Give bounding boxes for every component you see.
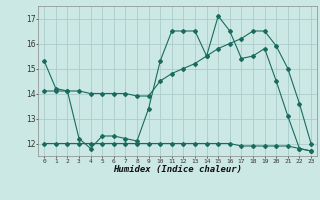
X-axis label: Humidex (Indice chaleur): Humidex (Indice chaleur) <box>113 165 242 174</box>
